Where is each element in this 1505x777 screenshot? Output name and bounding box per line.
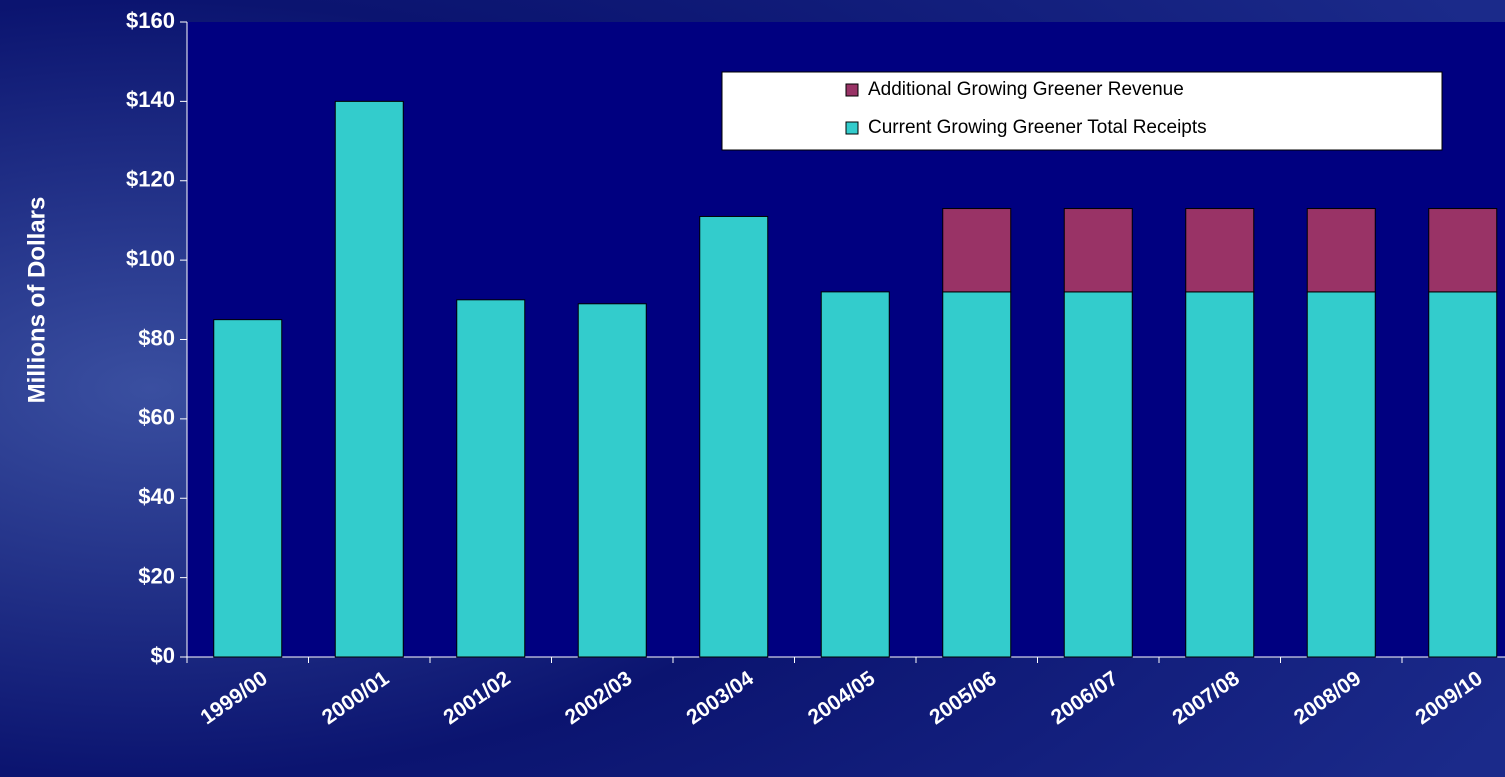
y-tick-label: $140	[126, 87, 175, 112]
bar-segment	[1306, 208, 1376, 293]
y-tick-label: $120	[126, 167, 175, 192]
y-tick-label: $100	[126, 246, 175, 271]
legend-box	[721, 71, 1443, 151]
legend-label: Additional Growing Greener Revenue	[868, 79, 1184, 100]
bar-segment	[334, 100, 404, 658]
legend-label: Current Growing Greener Total Receipts	[868, 117, 1207, 138]
bar-segment	[456, 299, 526, 658]
y-tick-label: $60	[138, 405, 175, 430]
y-tick-label: $40	[138, 484, 175, 509]
y-axis-label: Millions of Dollars	[23, 197, 50, 404]
bar-segment	[1185, 291, 1255, 658]
bar-segment	[1185, 208, 1255, 293]
bar-segment	[1428, 208, 1498, 293]
y-tick-label: $0	[151, 643, 175, 668]
bar-segment	[1428, 291, 1498, 658]
y-tick-label: $20	[138, 563, 175, 588]
bar-segment	[213, 319, 283, 658]
bar-segment	[820, 291, 890, 658]
legend-swatch	[845, 83, 859, 97]
bar-segment	[942, 291, 1012, 658]
bar-segment	[1306, 291, 1376, 658]
bar-segment	[942, 208, 1012, 293]
y-tick-label: $160	[126, 8, 175, 33]
bar-segment	[1063, 291, 1133, 658]
bar-segment	[1063, 208, 1133, 293]
legend-swatch	[845, 121, 859, 135]
bar-segment	[699, 215, 769, 658]
y-tick-label: $80	[138, 325, 175, 350]
bar-segment	[577, 303, 647, 658]
